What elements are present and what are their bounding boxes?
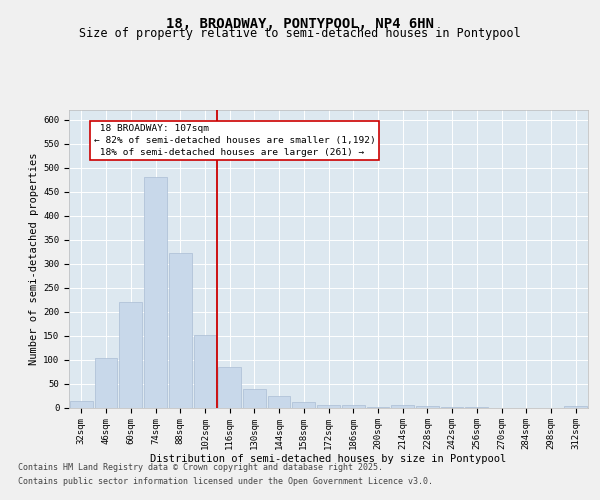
Bar — [416, 406, 439, 407]
Bar — [169, 252, 191, 408]
Bar — [564, 406, 587, 407]
Bar — [391, 405, 414, 407]
Bar — [95, 358, 118, 408]
Bar — [218, 367, 241, 408]
Bar — [441, 406, 463, 408]
Bar — [243, 390, 266, 407]
Bar — [292, 402, 315, 407]
Bar — [119, 302, 142, 408]
Bar — [268, 396, 290, 407]
Text: Contains public sector information licensed under the Open Government Licence v3: Contains public sector information licen… — [18, 477, 433, 486]
Y-axis label: Number of semi-detached properties: Number of semi-detached properties — [29, 152, 39, 365]
Text: 18 BROADWAY: 107sqm
← 82% of semi-detached houses are smaller (1,192)
 18% of se: 18 BROADWAY: 107sqm ← 82% of semi-detach… — [94, 124, 376, 157]
Bar — [144, 177, 167, 408]
Bar — [342, 405, 365, 407]
Bar — [194, 334, 216, 407]
Text: Size of property relative to semi-detached houses in Pontypool: Size of property relative to semi-detach… — [79, 28, 521, 40]
X-axis label: Distribution of semi-detached houses by size in Pontypool: Distribution of semi-detached houses by … — [151, 454, 506, 464]
Bar — [70, 401, 93, 407]
Text: Contains HM Land Registry data © Crown copyright and database right 2025.: Contains HM Land Registry data © Crown c… — [18, 464, 383, 472]
Bar — [317, 404, 340, 407]
Text: 18, BROADWAY, PONTYPOOL, NP4 6HN: 18, BROADWAY, PONTYPOOL, NP4 6HN — [166, 16, 434, 30]
